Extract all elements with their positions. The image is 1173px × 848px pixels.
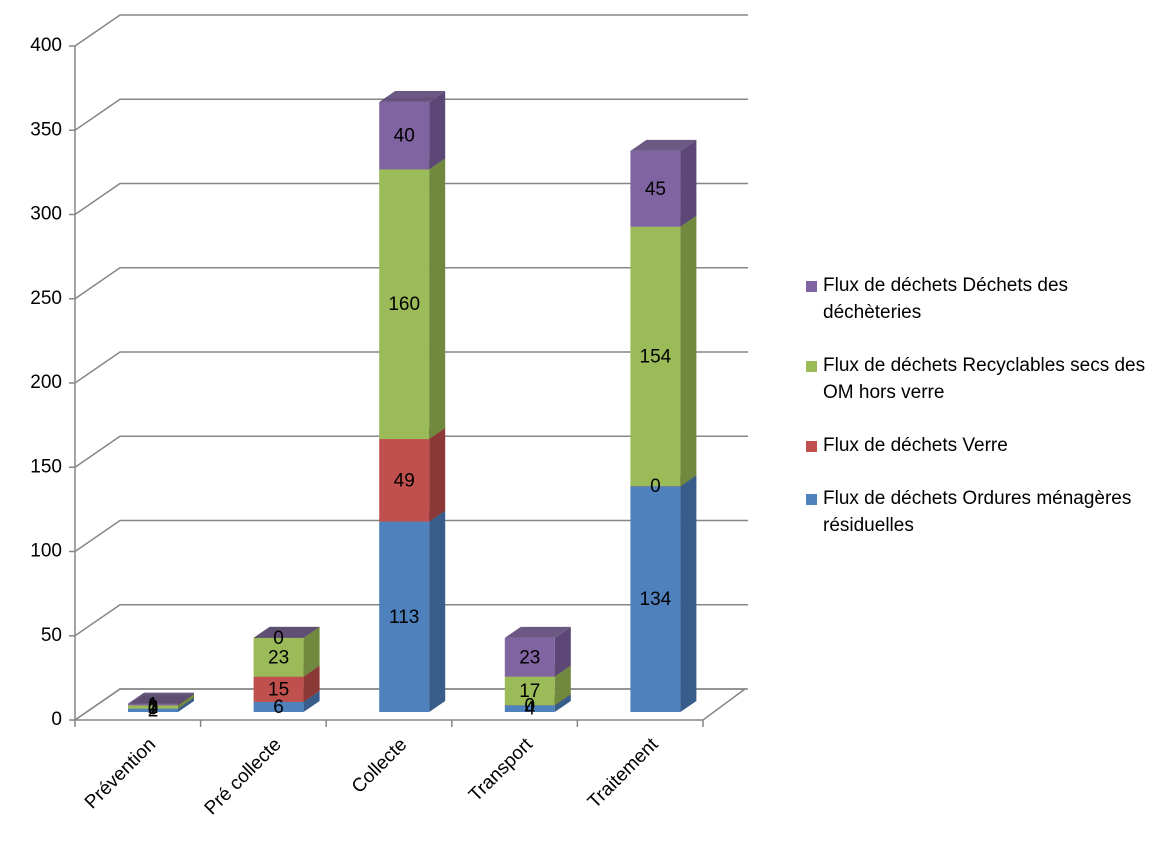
y-tick-label: 400 xyxy=(30,35,62,56)
bar-segment xyxy=(253,676,304,702)
value-label: 40 xyxy=(394,126,415,147)
bar-segment xyxy=(379,102,430,170)
y-tick-label: 150 xyxy=(30,456,62,477)
bar-side xyxy=(303,626,320,677)
value-label: 0 xyxy=(148,699,159,720)
y-tick-label: 350 xyxy=(30,119,62,140)
bar-segment xyxy=(630,150,681,227)
value-label: 0 xyxy=(273,628,284,649)
bar-side xyxy=(429,428,446,522)
bar-top xyxy=(253,626,320,638)
legend-label: Flux de déchets Verre xyxy=(823,435,1008,456)
x-tick-label: Pré collecte xyxy=(201,734,286,819)
legend-swatch xyxy=(806,494,817,505)
bar-side xyxy=(554,694,571,712)
bar-segment xyxy=(504,637,555,677)
bar-segment xyxy=(504,676,555,706)
value-label: 23 xyxy=(268,647,289,668)
bar-side xyxy=(554,626,571,677)
legend-swatch xyxy=(806,361,817,372)
value-label: 17 xyxy=(519,681,540,702)
value-label: 2 xyxy=(148,700,159,721)
value-label: 154 xyxy=(640,346,672,367)
legend: Flux de déchets Déchets des déchèteries F… xyxy=(806,272,1166,565)
bar-side xyxy=(303,690,320,712)
value-label: 45 xyxy=(645,179,666,200)
value-label: 23 xyxy=(519,647,540,668)
x-tick-label: Prévention xyxy=(81,734,160,813)
bar-top xyxy=(128,692,194,704)
bar-side xyxy=(429,91,446,170)
legend-item: Flux de déchets Ordures ménagères résidu… xyxy=(806,485,1166,539)
grid-line xyxy=(74,351,748,384)
value-label: 0 xyxy=(650,476,661,497)
value-label: 0 xyxy=(525,695,536,716)
bar-segment xyxy=(379,439,430,522)
x-tick-label: Transport xyxy=(465,734,537,806)
value-label: 6 xyxy=(273,697,284,718)
bar-side xyxy=(429,510,446,712)
x-tick-label: Collecte xyxy=(348,734,411,797)
y-tick-label: 0 xyxy=(51,709,62,730)
bar-segment xyxy=(379,169,430,440)
y-tick-label: 100 xyxy=(30,541,62,562)
bar-segment xyxy=(630,226,681,487)
legend-swatch xyxy=(806,441,817,452)
legend-item: Flux de déchets Recyclables secs des OM … xyxy=(806,352,1166,406)
bar-segment xyxy=(128,705,178,709)
value-label: 134 xyxy=(640,589,672,610)
bar-side xyxy=(178,692,194,706)
value-label: 113 xyxy=(389,607,419,628)
legend-swatch xyxy=(806,281,817,292)
bar-side xyxy=(178,697,194,712)
grid-line xyxy=(74,98,748,131)
bar-side xyxy=(429,158,446,440)
legend-label: Flux de déchets Ordures ménagères résidu… xyxy=(823,488,1132,536)
bar-side xyxy=(178,694,194,709)
bar-side xyxy=(680,215,697,487)
y-tick-label: 250 xyxy=(30,288,62,309)
grid-line xyxy=(74,267,748,300)
value-label: 15 xyxy=(268,679,289,700)
bar-segment xyxy=(253,701,304,712)
bar-top xyxy=(630,139,697,151)
bar-top xyxy=(504,626,571,638)
value-label: 1 xyxy=(148,694,159,715)
x-tick-label: Traitement xyxy=(584,734,663,813)
bar-segment xyxy=(128,703,178,706)
bar-segment xyxy=(379,521,430,712)
value-label: 160 xyxy=(388,294,420,315)
legend-label: Flux de déchets Déchets des déchèteries xyxy=(823,275,1069,323)
bar-segment xyxy=(630,486,681,712)
legend-item: Flux de déchets Verre xyxy=(806,432,1166,459)
y-tick-label: 200 xyxy=(30,372,62,393)
legend-item: Flux de déchets Déchets des déchèteries xyxy=(806,272,1166,326)
value-label: 49 xyxy=(394,470,415,491)
grid-line xyxy=(74,519,748,553)
y-tick-label: 300 xyxy=(30,204,62,225)
bar-side xyxy=(680,139,697,227)
bar-segment xyxy=(128,708,178,712)
value-label: 2 xyxy=(148,697,159,718)
y-tick-label: 50 xyxy=(41,625,62,646)
bar-side xyxy=(680,475,697,712)
bar-side xyxy=(303,665,320,702)
bar-segment xyxy=(504,705,555,712)
legend-label: Flux de déchets Recyclables secs des OM … xyxy=(823,355,1146,403)
grid-line xyxy=(74,604,748,637)
grid-line xyxy=(74,182,748,216)
bar-segment xyxy=(253,637,304,677)
grid-line xyxy=(74,435,748,468)
bar-side xyxy=(554,665,571,706)
value-label: 4 xyxy=(525,699,536,720)
grid-line xyxy=(74,14,748,47)
bar-top xyxy=(379,91,446,103)
